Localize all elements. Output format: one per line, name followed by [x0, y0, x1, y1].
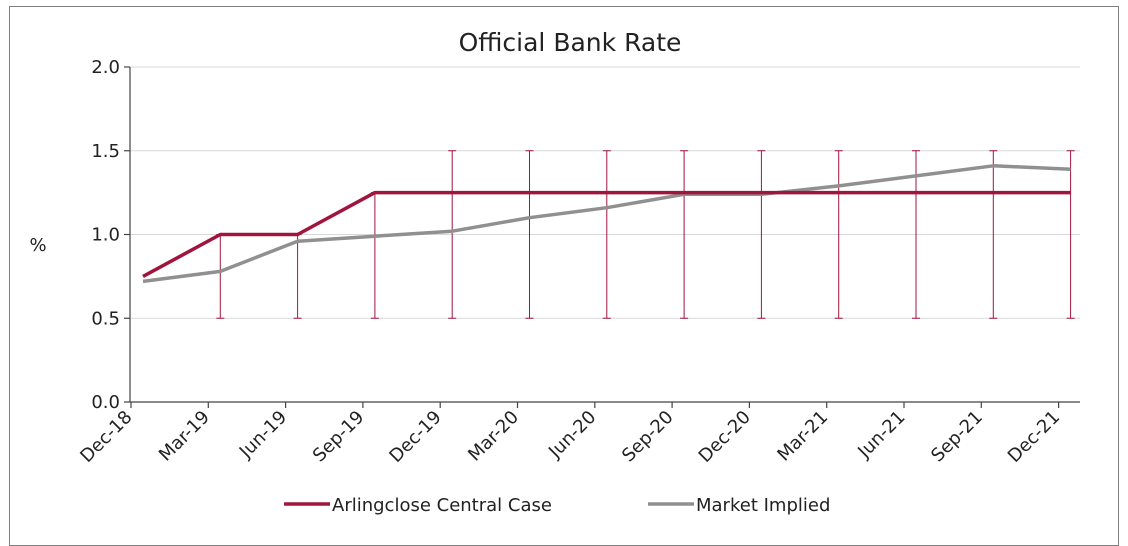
bank-rate-chart: Official Bank Rate % 0.0 0.5 1.0 1.5 2.0 Dec… [29, 28, 1080, 516]
x-tick-label: Dec-18 [76, 407, 136, 467]
x-tick-label: Jun-21 [853, 407, 909, 463]
market-implied-line [142, 164, 1071, 284]
series-lines [142, 164, 1071, 284]
x-tick-label: Jun-20 [544, 407, 600, 463]
y-tick-label: 0.5 [91, 308, 120, 329]
x-tick-label: Mar-21 [773, 407, 832, 466]
x-tick-labels: Dec-18 Mar-19 Jun-19 Sep-19 Dec-19 Mar-20 Jun-… [76, 407, 1064, 467]
y-tick-label: 1.0 [91, 225, 120, 246]
legend-label-market-implied: Market Implied [696, 495, 830, 516]
legend: Arlingclose Central Case Market Implied [284, 495, 830, 516]
x-tick-label: Dec-20 [695, 407, 755, 467]
axes [124, 66, 1080, 408]
y-tick-label: 2.0 [91, 57, 120, 78]
y-tick-labels: 0.0 0.5 1.0 1.5 2.0 [91, 57, 120, 413]
y-tick-label: 0.0 [91, 392, 120, 413]
y-tick-label: 1.5 [91, 141, 120, 162]
x-tick-label: Mar-20 [464, 407, 523, 466]
chart-title: Official Bank Rate [459, 28, 682, 57]
y-axis-label: % [29, 235, 46, 256]
x-tick-label: Mar-19 [155, 407, 214, 466]
x-tick-label: Dec-19 [385, 407, 445, 467]
x-tick-label: Sep-19 [309, 407, 369, 467]
x-tick-label: Sep-21 [927, 407, 987, 467]
x-tick-label: Dec-21 [1004, 407, 1064, 467]
x-tick-label: Jun-19 [235, 407, 291, 463]
legend-label-central-case: Arlingclose Central Case [332, 495, 552, 516]
central-case-line [142, 190, 1071, 278]
error-bars [216, 150, 1075, 319]
x-tick-label: Sep-20 [618, 407, 678, 467]
